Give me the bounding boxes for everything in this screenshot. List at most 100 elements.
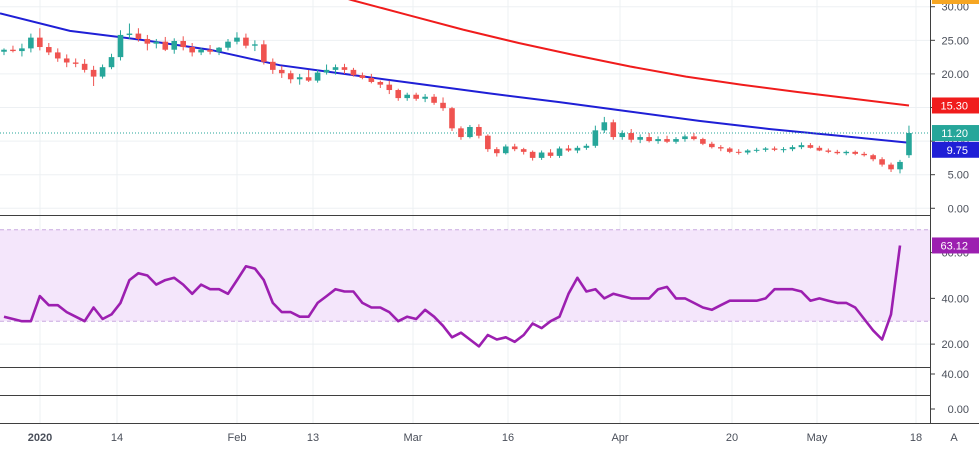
candle[interactable] xyxy=(10,45,16,53)
candle[interactable] xyxy=(691,133,697,141)
candle[interactable] xyxy=(476,124,482,139)
candle[interactable] xyxy=(735,149,742,155)
candle[interactable] xyxy=(556,146,563,158)
candle[interactable] xyxy=(332,64,339,75)
candlestick-series[interactable] xyxy=(1,23,912,174)
candle[interactable] xyxy=(305,69,312,82)
candle[interactable] xyxy=(700,137,706,146)
candle[interactable] xyxy=(529,150,536,161)
candle[interactable] xyxy=(287,70,294,84)
candle[interactable] xyxy=(798,142,805,150)
candle[interactable] xyxy=(682,134,688,142)
candle[interactable] xyxy=(664,135,670,144)
candle[interactable] xyxy=(28,33,34,53)
candle[interactable] xyxy=(628,129,634,143)
candle[interactable] xyxy=(46,43,52,56)
candle[interactable] xyxy=(144,34,151,51)
candle[interactable] xyxy=(350,67,357,77)
candle[interactable] xyxy=(189,43,195,57)
candle[interactable] xyxy=(207,45,213,55)
candle[interactable] xyxy=(619,130,626,140)
rsi-line[interactable] xyxy=(3,245,902,348)
candle[interactable] xyxy=(771,146,778,152)
candle[interactable] xyxy=(341,63,348,74)
candle[interactable] xyxy=(718,145,724,152)
candle[interactable] xyxy=(485,134,491,152)
candle[interactable] xyxy=(825,148,832,154)
candle[interactable] xyxy=(780,147,787,153)
candle[interactable] xyxy=(1,48,7,56)
candle[interactable] xyxy=(198,47,204,56)
candle[interactable] xyxy=(789,145,796,152)
candle[interactable] xyxy=(261,40,267,65)
candle[interactable] xyxy=(565,145,572,152)
candle[interactable] xyxy=(252,40,258,52)
candle[interactable] xyxy=(225,38,231,51)
candle[interactable] xyxy=(422,94,428,103)
candle[interactable] xyxy=(216,47,222,56)
candle[interactable] xyxy=(843,150,850,156)
candle[interactable] xyxy=(807,143,814,149)
candle[interactable] xyxy=(753,147,760,153)
candle[interactable] xyxy=(502,144,509,155)
candle[interactable] xyxy=(449,106,455,132)
candle[interactable] xyxy=(726,147,733,154)
candle[interactable] xyxy=(99,64,106,79)
candle[interactable] xyxy=(377,80,384,89)
candle[interactable] xyxy=(243,33,249,49)
candle[interactable] xyxy=(296,73,303,85)
candle[interactable] xyxy=(520,147,527,155)
candle[interactable] xyxy=(135,28,142,42)
auto-scale-label[interactable]: A xyxy=(950,432,958,444)
candle[interactable] xyxy=(610,119,617,140)
candle[interactable] xyxy=(162,36,169,52)
candle[interactable] xyxy=(440,97,446,111)
fast-moving-average-line[interactable] xyxy=(0,12,910,144)
candle[interactable] xyxy=(879,157,885,167)
candle[interactable] xyxy=(180,36,186,51)
candle[interactable] xyxy=(323,64,330,75)
candle[interactable] xyxy=(467,124,473,139)
candle[interactable] xyxy=(673,137,679,144)
candle[interactable] xyxy=(19,43,25,57)
candle[interactable] xyxy=(72,58,79,68)
candle[interactable] xyxy=(852,150,858,156)
candle[interactable] xyxy=(63,54,70,68)
x-axis-ticks[interactable]: 2020 14 Feb 13 Mar 16 Apr 20 May 18 xyxy=(28,432,922,444)
candle[interactable] xyxy=(897,159,903,174)
auto-scale-button[interactable]: A xyxy=(940,426,968,446)
candle[interactable] xyxy=(234,32,240,45)
slow-moving-average-line[interactable] xyxy=(240,0,910,107)
candle[interactable] xyxy=(637,134,643,144)
candle[interactable] xyxy=(762,147,769,152)
candle[interactable] xyxy=(81,59,88,73)
candle[interactable] xyxy=(458,126,464,140)
candle[interactable] xyxy=(574,145,581,154)
candle[interactable] xyxy=(413,92,419,101)
candle[interactable] xyxy=(386,80,393,95)
candle[interactable] xyxy=(359,72,366,80)
candle[interactable] xyxy=(547,149,554,158)
candle[interactable] xyxy=(592,125,599,148)
candle[interactable] xyxy=(906,125,912,158)
candle[interactable] xyxy=(90,65,97,86)
candle[interactable] xyxy=(270,58,276,74)
candle[interactable] xyxy=(511,143,518,152)
candle[interactable] xyxy=(171,38,178,54)
candle[interactable] xyxy=(404,92,410,101)
candle[interactable] xyxy=(816,145,823,152)
candle[interactable] xyxy=(655,136,661,144)
candle[interactable] xyxy=(709,141,715,149)
candle[interactable] xyxy=(153,38,160,49)
candle[interactable] xyxy=(368,73,375,84)
candle[interactable] xyxy=(834,149,841,155)
candle[interactable] xyxy=(861,151,867,157)
candle[interactable] xyxy=(744,149,751,155)
candle[interactable] xyxy=(870,153,876,162)
candle[interactable] xyxy=(278,65,285,78)
candle[interactable] xyxy=(117,30,124,61)
candle[interactable] xyxy=(54,48,61,62)
candle[interactable] xyxy=(395,88,402,101)
candle[interactable] xyxy=(126,23,133,39)
